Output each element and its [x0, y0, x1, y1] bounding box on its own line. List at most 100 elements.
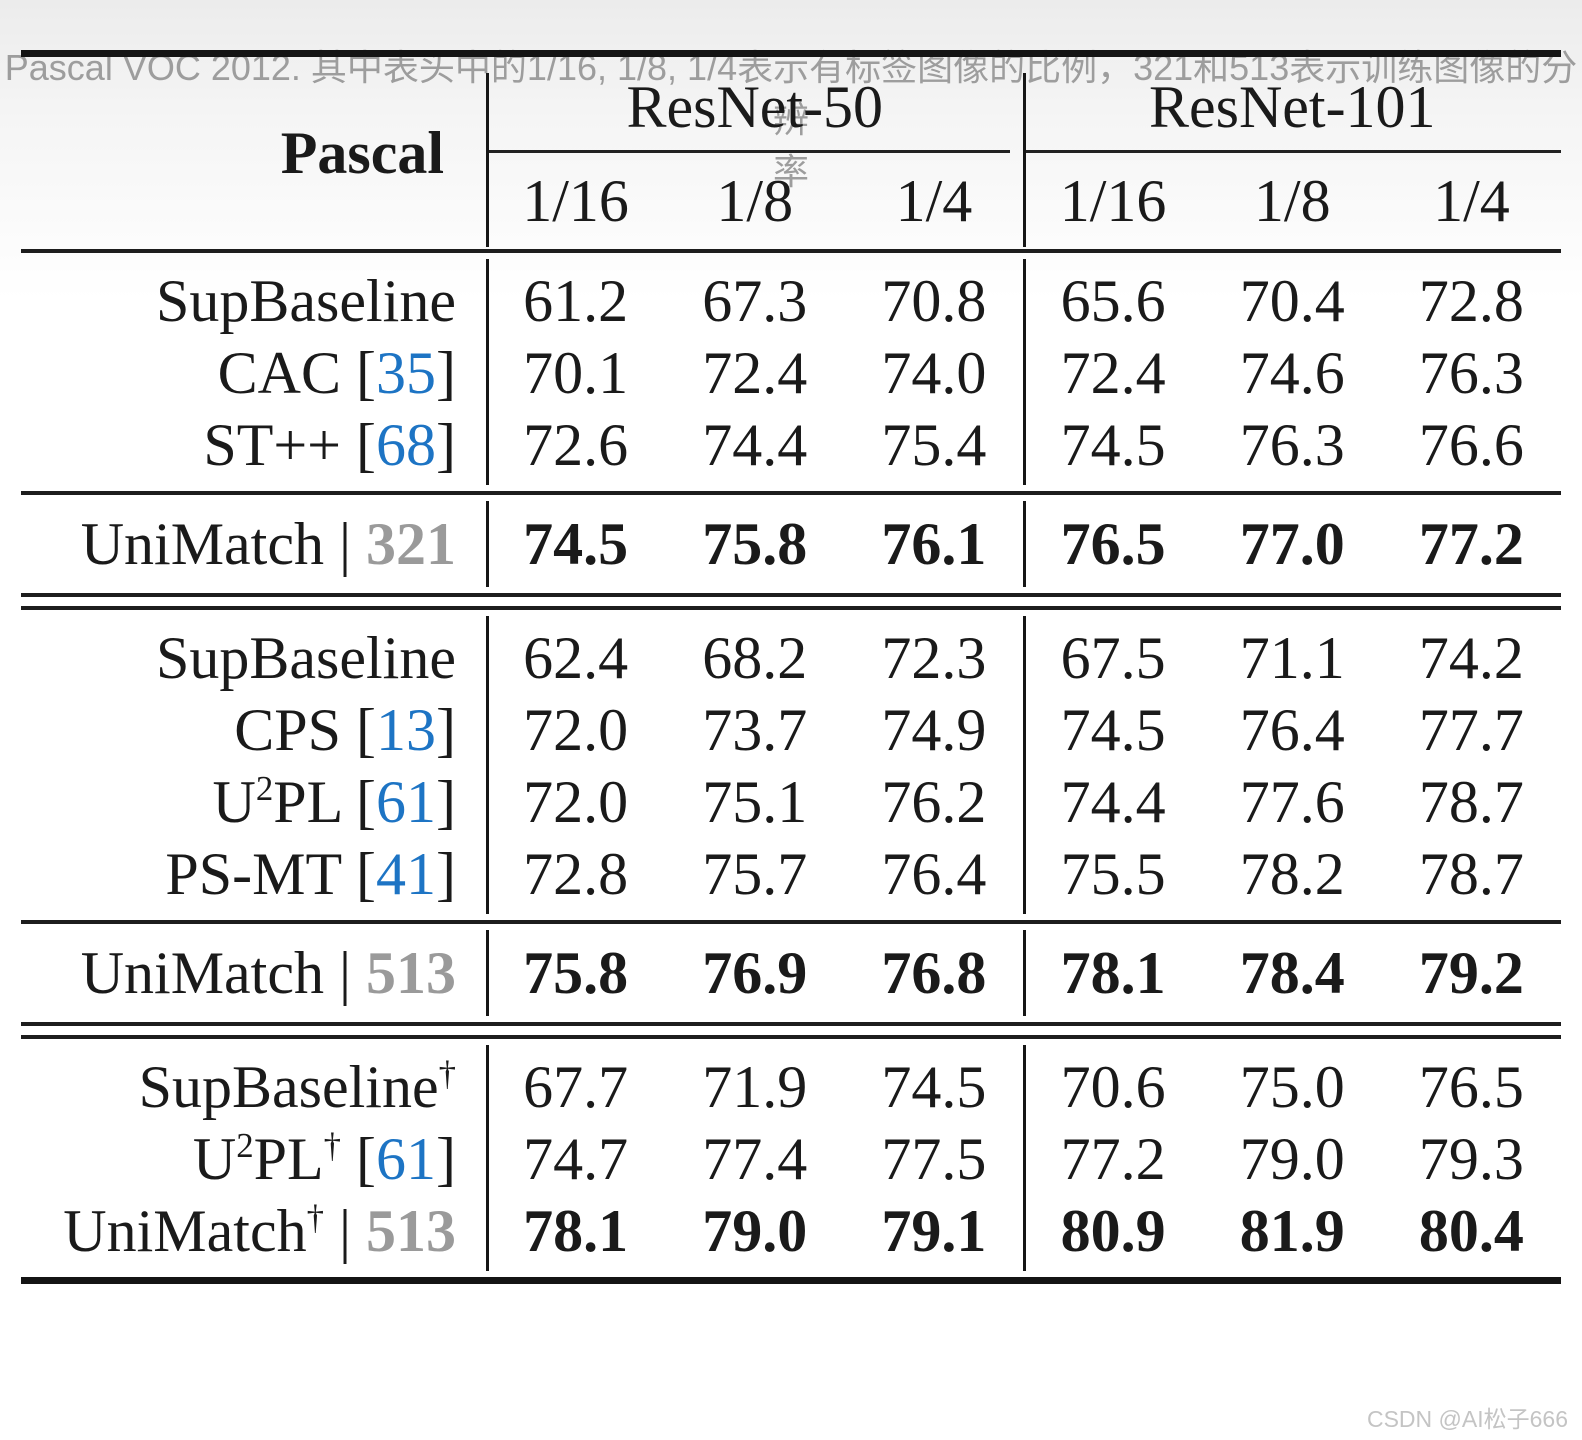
metric-value: 77.5	[881, 1126, 987, 1192]
toprule	[21, 50, 1561, 57]
cmidrule-resnet101	[1023, 150, 1561, 153]
metric-value: 70.6	[1060, 1054, 1166, 1120]
method-text: |	[323, 1198, 366, 1264]
method-text: UniMatch	[63, 1198, 307, 1264]
resolution-value: 321	[366, 511, 456, 577]
separator-double-rule	[21, 593, 1561, 610]
metric-value: 78.7	[1418, 841, 1524, 907]
metric-value: 76.2	[881, 769, 987, 835]
metric-value: 76.3	[1239, 412, 1345, 478]
metric-value: 77.2	[1060, 1126, 1166, 1192]
metric-value: 81.9	[1239, 1198, 1345, 1264]
metric-value: 72.4	[702, 340, 808, 406]
table-row: UniMatch† | 513 78.1 79.0 79.1 80.9 81.9 80.4	[21, 1195, 1561, 1267]
metric-value: 74.5	[1060, 697, 1166, 763]
table-row: U2PL† [61] 74.7 77.4 77.5 77.2 79.0 79.3	[21, 1123, 1561, 1195]
separator-rule	[21, 920, 1561, 924]
metric-value: 78.2	[1239, 841, 1345, 907]
metric-value: 74.4	[702, 412, 808, 478]
method-label: UniMatch† | 513	[21, 1195, 486, 1267]
metric-value: 71.1	[1239, 625, 1345, 691]
metric-value: 76.9	[702, 940, 808, 1006]
method-text: ]	[436, 1126, 456, 1192]
method-label: CPS [13]	[21, 694, 486, 766]
vertical-rule	[1023, 73, 1026, 247]
metric-value: 75.8	[702, 511, 808, 577]
metric-value: 68.2	[702, 625, 808, 691]
ratio-header: 1/4	[1433, 168, 1510, 234]
method-text: U	[192, 1126, 237, 1192]
method-label: SupBaseline	[21, 265, 486, 337]
metric-value: 72.4	[1060, 340, 1166, 406]
metric-value: 78.1	[1060, 940, 1166, 1006]
method-text: [	[341, 340, 377, 406]
metric-value: 80.9	[1060, 1198, 1166, 1264]
cmidrule-resnet50	[486, 150, 1024, 153]
metric-value: 74.0	[881, 340, 987, 406]
method-text: [	[341, 1126, 377, 1192]
metric-value: 72.0	[523, 697, 629, 763]
method-text: SupBaseline	[156, 625, 456, 691]
metric-value: 75.7	[702, 841, 808, 907]
metric-value: 75.4	[881, 412, 987, 478]
header-midrule	[21, 249, 1561, 253]
resolution-value: 513	[366, 1198, 456, 1264]
group-header-resnet101: ResNet-101	[1148, 74, 1436, 140]
ratio-header: 1/4	[895, 168, 973, 234]
table-row: UniMatch | 321 74.5 75.8 76.1 76.5 77.0 77.2	[21, 508, 1561, 580]
method-label: UniMatch | 513	[21, 937, 486, 1009]
method-text: †	[438, 1054, 456, 1093]
metric-value: 71.9	[702, 1054, 808, 1120]
table-row: SupBaseline 62.4 68.2 72.3 67.5 71.1 74.2	[21, 622, 1561, 694]
vertical-rule	[486, 501, 489, 587]
method-text: ]	[436, 841, 456, 907]
section-unimatch-513: UniMatch | 513 75.8 76.9 76.8 78.1 78.4 79.2	[21, 924, 1561, 1022]
table-title: Pascal	[280, 119, 444, 186]
method-text: CPS	[234, 697, 342, 763]
citation-number: 61	[376, 769, 437, 835]
method-label: UniMatch | 321	[21, 508, 486, 580]
method-text: |	[323, 511, 366, 577]
method-label: SupBaseline	[21, 622, 486, 694]
section-comparisons-513: SupBaseline 62.4 68.2 72.3 67.5 71.1 74.2 CPS […	[21, 610, 1561, 920]
table-row: U2PL [61] 72.0 75.1 76.2 74.4 77.6 78.7	[21, 766, 1561, 838]
metric-value: 78.1	[523, 1198, 629, 1264]
method-label: PS-MT [41]	[21, 838, 486, 910]
metric-value: 80.4	[1418, 1198, 1524, 1264]
metric-value: 79.0	[702, 1198, 808, 1264]
vertical-rule	[486, 616, 489, 914]
method-label: U2PL [61]	[21, 766, 486, 838]
method-text: [	[341, 769, 377, 835]
metric-value: 79.2	[1418, 940, 1524, 1006]
metric-value: 67.5	[1060, 625, 1166, 691]
metric-value: 74.2	[1418, 625, 1524, 691]
bottomrule	[21, 1277, 1561, 1284]
metric-value: 74.5	[881, 1054, 987, 1120]
method-label: ST++ [68]	[21, 409, 486, 481]
method-label: SupBaseline†	[21, 1051, 486, 1123]
method-text: U	[212, 769, 256, 835]
method-text: ]	[436, 340, 456, 406]
ratio-header: 1/8	[716, 168, 794, 234]
method-text: ]	[436, 412, 456, 478]
metric-value: 76.5	[1060, 511, 1166, 577]
metric-value: 67.7	[523, 1054, 629, 1120]
separator-rule	[21, 491, 1561, 495]
metric-value: 73.7	[702, 697, 808, 763]
metric-value: 74.6	[1239, 340, 1345, 406]
table-row: SupBaseline 61.2 67.3 70.8 65.6 70.4 72.8	[21, 265, 1561, 337]
metric-value: 75.1	[702, 769, 808, 835]
method-text: SupBaseline	[138, 1054, 439, 1120]
method-text: UniMatch	[80, 940, 324, 1006]
metric-value: 77.0	[1239, 511, 1345, 577]
method-text: 2	[255, 769, 274, 808]
metric-value: 74.5	[1060, 412, 1166, 478]
caption-line-2: 率	[772, 151, 809, 192]
metric-value: 79.3	[1418, 1126, 1524, 1192]
citation-number: 41	[376, 841, 437, 907]
citation-number: 35	[376, 340, 437, 406]
method-text: [	[341, 697, 377, 763]
metric-value: 76.8	[881, 940, 987, 1006]
metric-value: 65.6	[1060, 268, 1166, 334]
table-row: SupBaseline† 67.7 71.9 74.5 70.6 75.0 76.5	[21, 1051, 1561, 1123]
